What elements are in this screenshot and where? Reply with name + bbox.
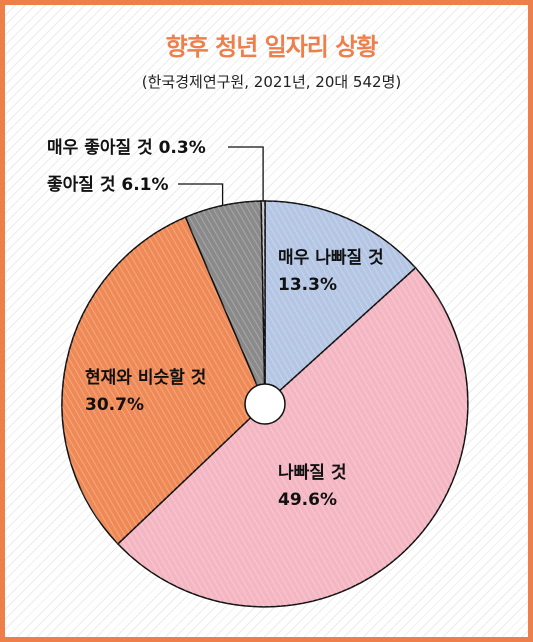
slice-value-2: 49.6% (278, 490, 337, 510)
leader-line-5 (228, 146, 264, 201)
slice-label-2: 나빠질 것 (278, 462, 346, 483)
outside-label-5: 매우 좋아질 것 0.3% (47, 137, 206, 158)
outside-label-4: 좋아질 것 6.1% (47, 174, 169, 195)
slice-label-3: 현재와 비슷할 것 (85, 368, 206, 388)
leader-line-4 (178, 183, 224, 206)
slice-value-1: 13.3% (278, 275, 337, 295)
pie-slice-4-hatch (185, 201, 265, 404)
slice-value-3: 30.7% (85, 395, 144, 415)
pie-slice-2-hatch (117, 267, 468, 607)
chart-subtitle: (한국경제연구원, 2021년, 20대 542명) (141, 73, 402, 91)
slice-label-1: 매우 나빠질 것 (278, 247, 384, 268)
pie-labels: 매우 나빠질 것 13.3% 나빠질 것 49.6% 현재와 비슷할 것 30.7% 좋아질… (47, 137, 384, 510)
pie-slice-5-hatch (261, 201, 265, 404)
pie-center-hole (244, 383, 286, 425)
pie-slice-3-hatch (62, 217, 265, 544)
pie-slices (61, 200, 469, 608)
pie-slice-1-hatch (265, 201, 416, 404)
chart-title: 향후 청년 일자리 상황 (165, 33, 379, 61)
